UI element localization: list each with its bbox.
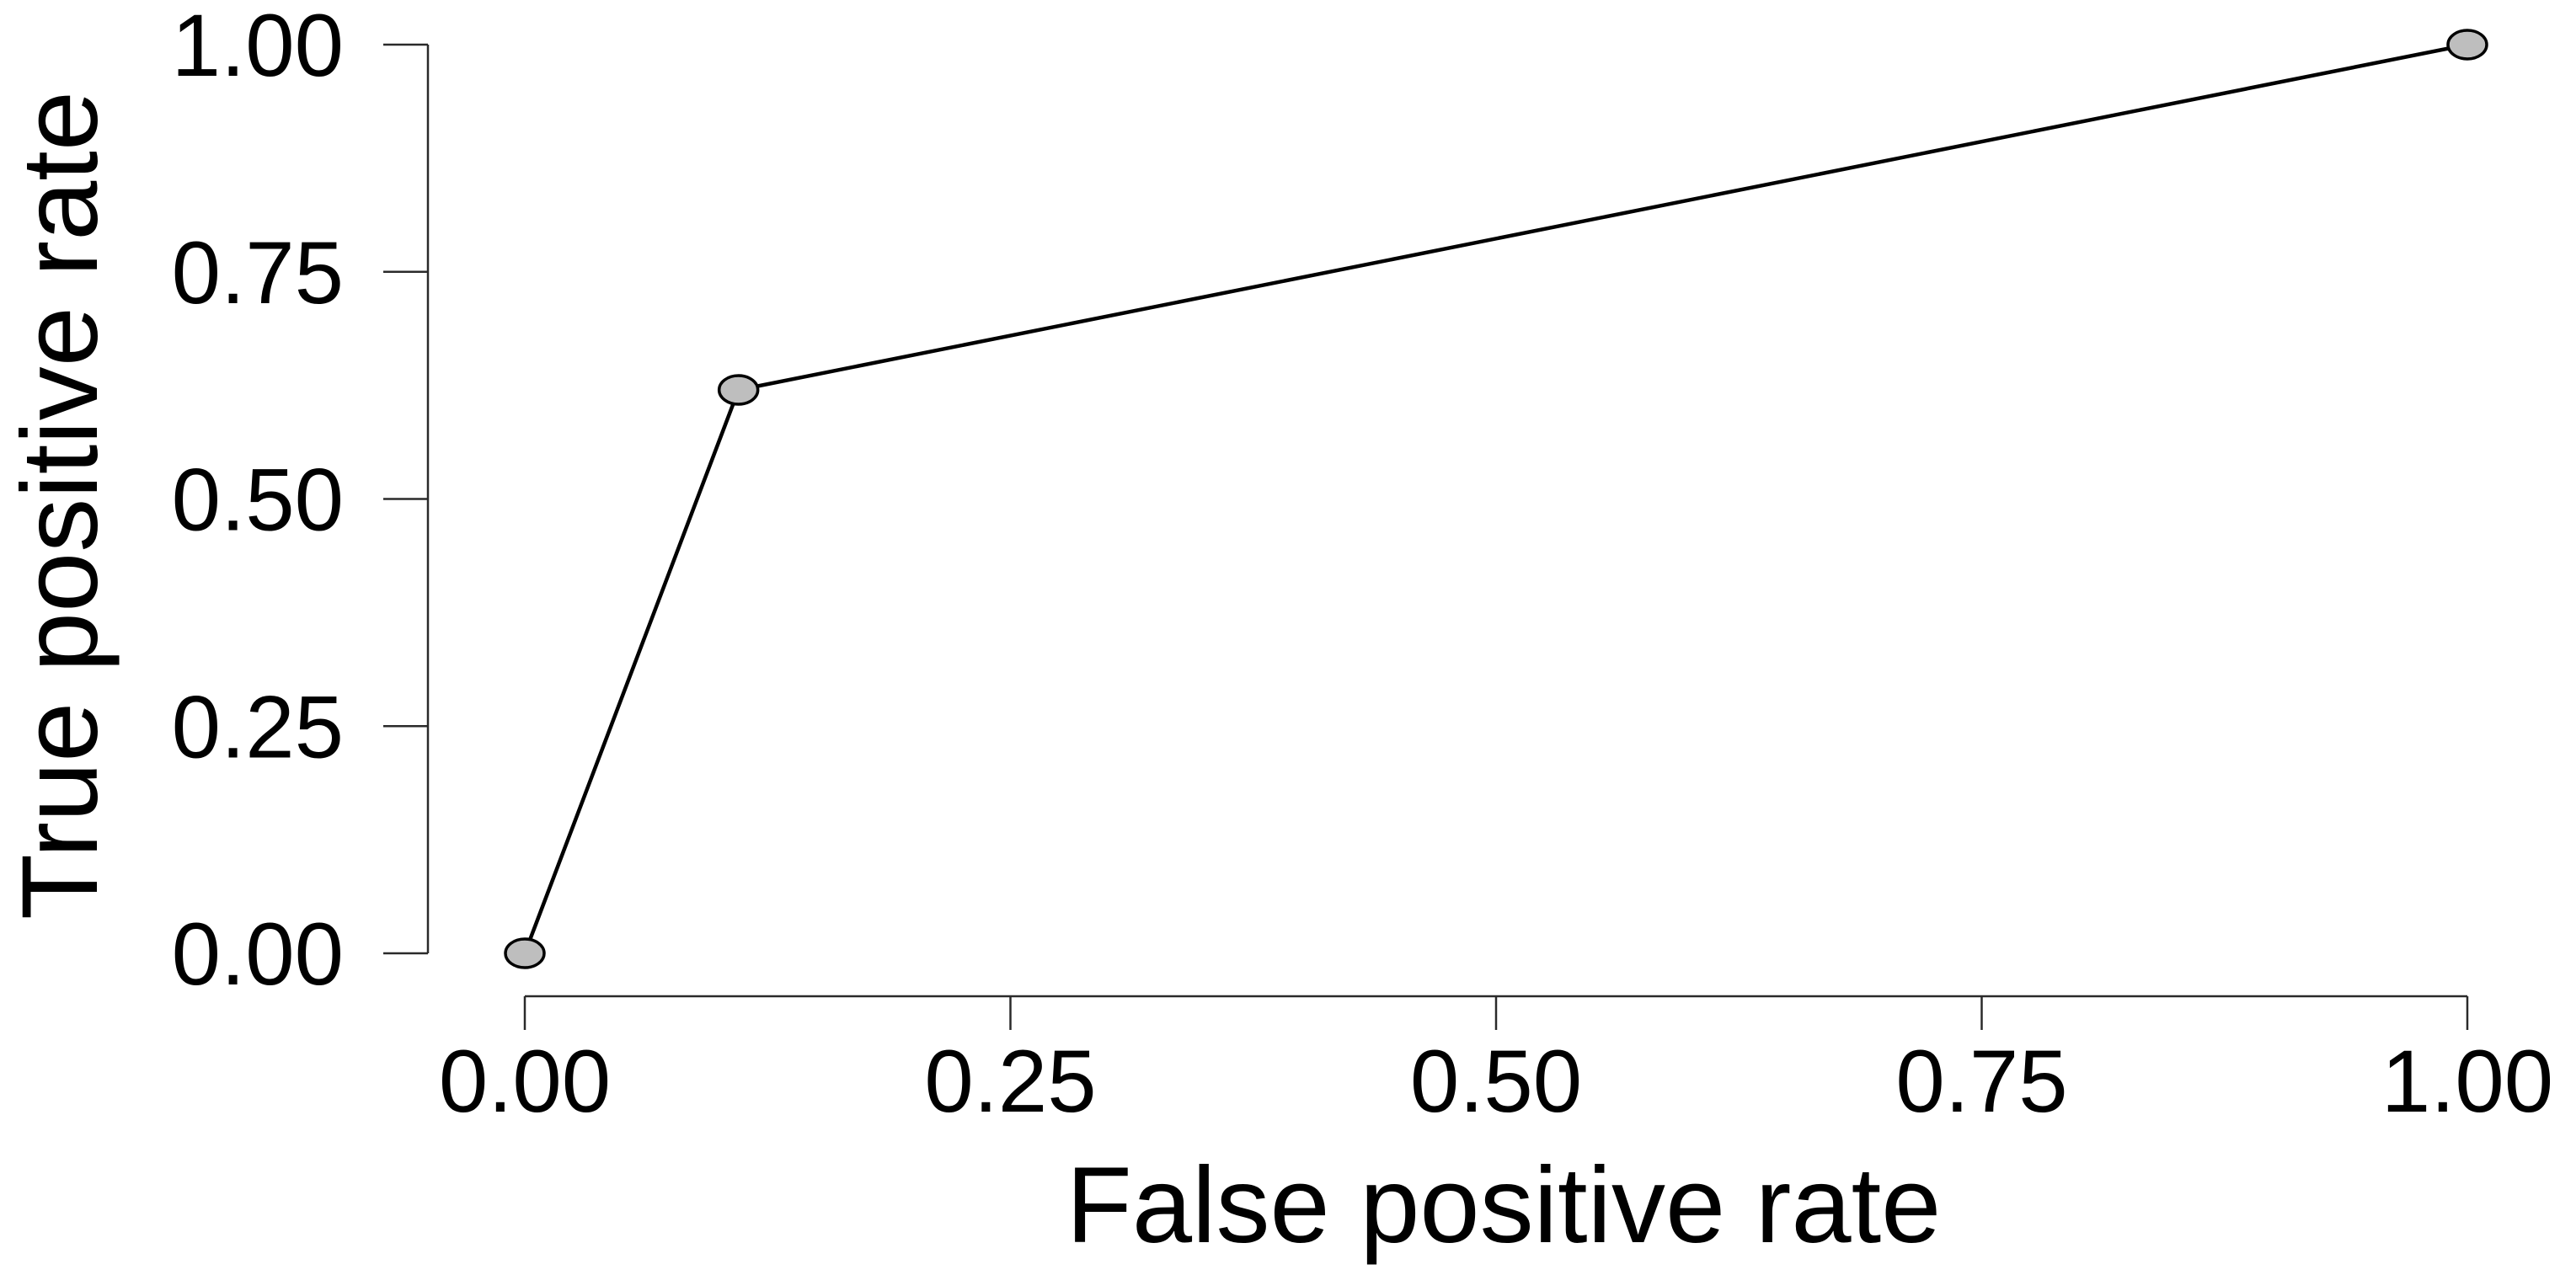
- axes: 0.00 0.25 0.50 0.75 1.00 0.00 0.25 0.50 0.75 1.00: [172, 0, 2554, 1131]
- y-axis-title: True positive rate: [0, 91, 120, 920]
- y-tick-label: 0.25: [172, 678, 344, 776]
- data-point: [2446, 29, 2488, 61]
- y-tick-label: 1.00: [172, 0, 344, 95]
- roc-line: [522, 42, 2470, 956]
- y-tick-label: 0.00: [172, 905, 344, 1004]
- y-tick-label: 0.75: [172, 224, 344, 323]
- y-tick-label: 0.50: [172, 451, 344, 550]
- x-tick-label: 0.00: [439, 1032, 611, 1131]
- x-tick-label: 0.50: [1410, 1032, 1582, 1131]
- x-tick-label: 1.00: [2381, 1032, 2553, 1131]
- x-axis-title: False positive rate: [1066, 1145, 1942, 1266]
- roc-series: [504, 29, 2488, 969]
- data-point: [717, 374, 760, 406]
- data-point: [504, 937, 546, 969]
- x-tick-label: 0.25: [924, 1032, 1096, 1131]
- x-tick-label: 0.75: [1895, 1032, 2067, 1131]
